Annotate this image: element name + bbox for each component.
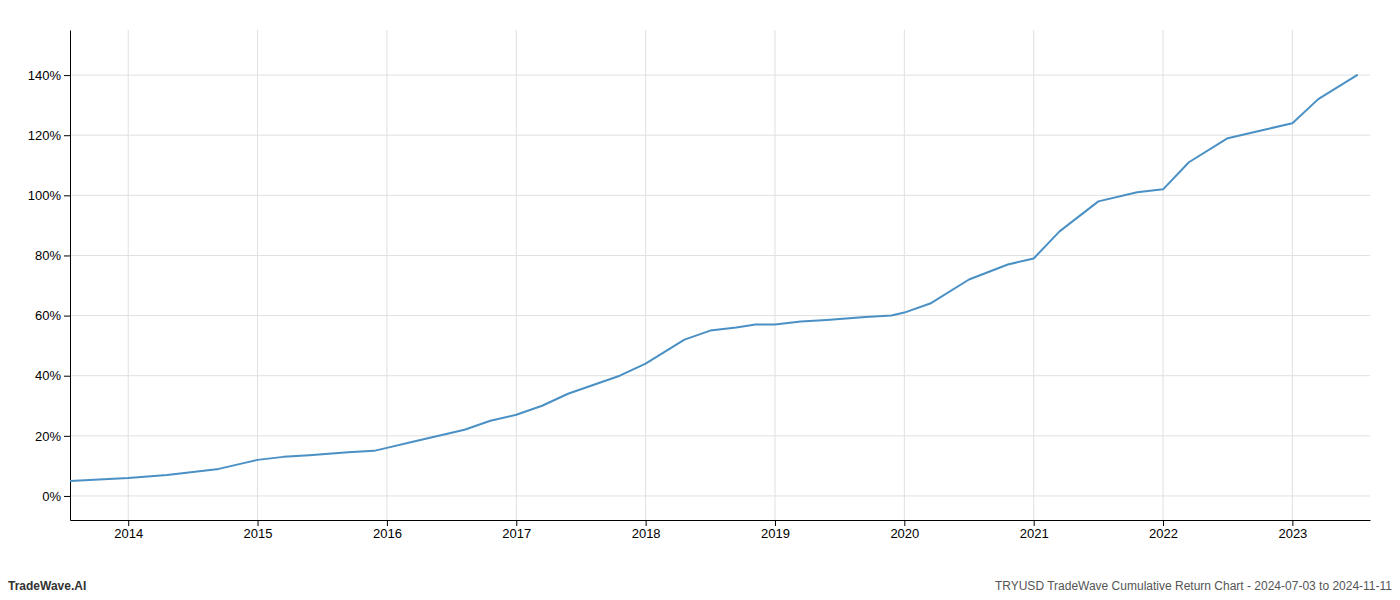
y-tick: 120% [28,128,70,143]
x-tick-label: 2014 [114,526,143,541]
x-tick: 2018 [632,520,661,541]
x-tick: 2017 [502,520,531,541]
y-tick: 60% [35,308,70,323]
x-tick-mark [516,520,517,526]
x-tick-mark [646,520,647,526]
y-tick-mark [64,376,70,377]
y-tick-mark [64,195,70,196]
grid-line-y [70,435,1370,436]
y-axis-line [70,31,71,521]
y-tick-mark [64,316,70,317]
grid-line-x [904,30,905,520]
x-axis: 2014 2015 2016 2017 2018 2019 2020 2021 2022 2023 [71,520,1371,541]
x-tick-label: 2016 [373,526,402,541]
grid-line-x [1163,30,1164,520]
grid-line-y [70,315,1370,316]
y-tick-label: 120% [28,128,62,143]
x-tick-label: 2015 [244,526,273,541]
grid-line-y [70,195,1370,196]
grid-line-y [70,255,1370,256]
y-tick-label: 140% [28,68,62,83]
x-tick: 2019 [761,520,790,541]
y-tick-label: 40% [35,368,61,383]
y-tick-mark [64,255,70,256]
x-tick: 2020 [890,520,919,541]
x-tick-label: 2021 [1020,526,1049,541]
x-tick: 2022 [1149,520,1178,541]
x-tick-mark [258,520,259,526]
x-tick: 2015 [244,520,273,541]
grid-line-x [386,30,387,520]
x-tick-label: 2019 [761,526,790,541]
chart: 2014 2015 2016 2017 2018 2019 2020 2021 2022 2023… [0,0,1400,600]
y-tick: 0% [42,489,70,504]
x-tick-mark [1163,520,1164,526]
grid-line-y [70,135,1370,136]
grid-line-y [70,75,1370,76]
x-tick-mark [775,520,776,526]
y-tick-label: 0% [42,489,61,504]
annotation: TRYUSD TradeWave Cumulative Return Chart… [995,579,1392,593]
grid-line-x [516,30,517,520]
x-tick-label: 2020 [890,526,919,541]
grid [70,30,1370,520]
grid-line-x [1292,30,1293,520]
y-tick-mark [64,436,70,437]
y-tick: 80% [35,248,70,263]
y-tick: 100% [28,188,70,203]
x-tick: 2021 [1020,520,1049,541]
line [70,75,1357,481]
y-axis: 0% 20% 40% 60% 80% 100% 120% 140% [28,31,71,521]
y-tick: 40% [35,368,70,383]
x-tick-mark [128,520,129,526]
grid-line-y [70,375,1370,376]
y-tick-mark [64,75,70,76]
grid-line-x [257,30,258,520]
grid-line-x [645,30,646,520]
x-axis-line [71,520,1371,521]
x-tick-label: 2023 [1278,526,1307,541]
annotation: TradeWave.AI [8,579,86,593]
y-tick: 140% [28,68,70,83]
y-tick: 20% [35,428,70,443]
y-tick-mark [64,496,70,497]
x-tick-label: 2022 [1149,526,1178,541]
y-tick-label: 100% [28,188,62,203]
y-tick-label: 60% [35,308,61,323]
x-tick: 2016 [373,520,402,541]
grid-line-y [70,495,1370,496]
grid-line-x [128,30,129,520]
plot-area: 2014 2015 2016 2017 2018 2019 2020 2021 2022 2023… [28,30,1371,541]
x-tick: 2014 [114,520,143,541]
x-tick-label: 2017 [502,526,531,541]
grid-line-x [1033,30,1034,520]
grid-line-x [774,30,775,520]
x-tick-mark [904,520,905,526]
x-tick-mark [1034,520,1035,526]
y-tick-mark [64,135,70,136]
x-tick-label: 2018 [632,526,661,541]
x-tick: 2023 [1278,520,1307,541]
y-tick-label: 20% [35,428,61,443]
y-tick-label: 80% [35,248,61,263]
series-group [70,75,1357,481]
x-tick-mark [1292,520,1293,526]
x-tick-mark [387,520,388,526]
